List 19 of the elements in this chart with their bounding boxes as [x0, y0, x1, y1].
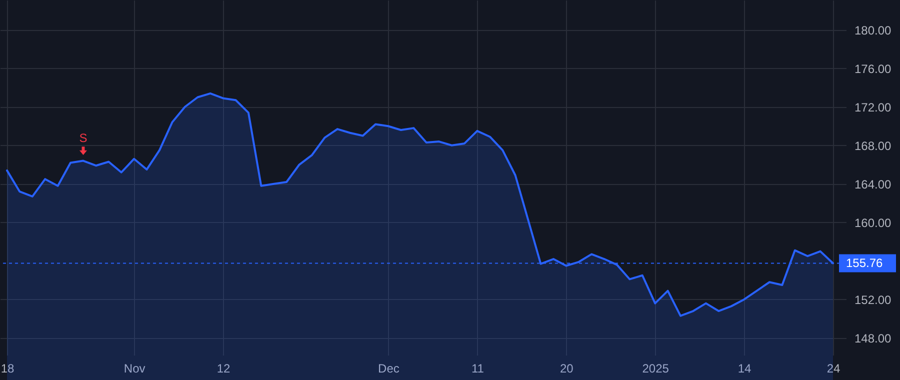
x-tick-label: 18	[0, 362, 14, 376]
y-tick-label: 152.00	[854, 292, 892, 307]
x-tick-label: 12	[216, 362, 231, 376]
x-tick-label: Dec	[378, 362, 400, 376]
ref-line-label: 155.76	[846, 256, 884, 270]
y-tick-label: 176.00	[854, 62, 892, 76]
y-tick-label: 180.00	[854, 23, 892, 38]
y-tick-label: 164.00	[854, 177, 892, 192]
x-tick-label: 11	[471, 362, 484, 376]
y-tick-label: 160.00	[854, 216, 892, 230]
y-tick-label: 168.00	[854, 138, 892, 153]
x-tick-label: 24	[826, 362, 841, 376]
x-tick-label: 14	[738, 362, 752, 376]
x-tick-label: 2025	[642, 362, 670, 376]
x-tick-label: 20	[560, 362, 574, 376]
x-tick-label: Nov	[124, 362, 146, 376]
annotation: S	[79, 130, 88, 145]
y-tick-label: 172.00	[854, 100, 892, 114]
y-tick-label: 148.00	[854, 331, 892, 346]
